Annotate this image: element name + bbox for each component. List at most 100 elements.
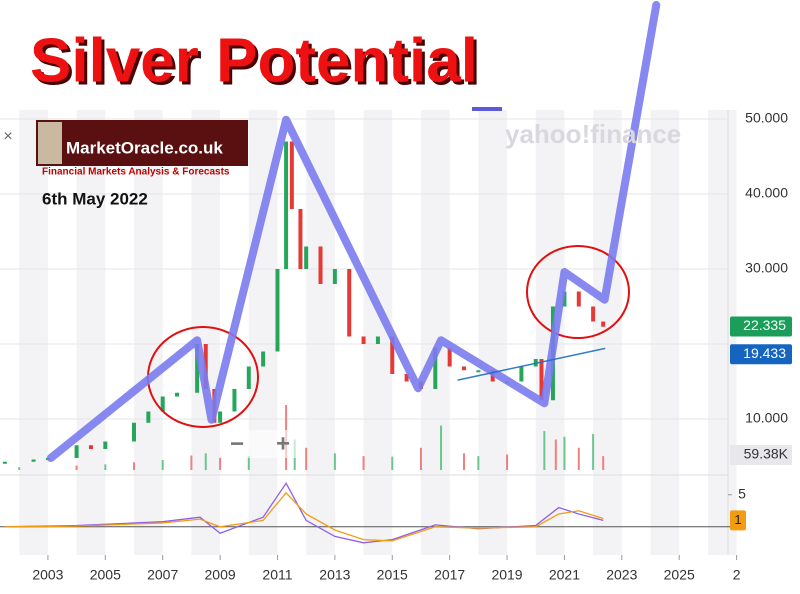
volume-bar: [219, 457, 222, 470]
volume-label: 59.38K: [744, 446, 789, 462]
volume-bar: [463, 453, 466, 470]
chart-title: Silver Potential: [30, 26, 478, 95]
x-tick-label: 2019: [491, 567, 522, 583]
volume-bar: [554, 439, 557, 470]
candle: [519, 366, 524, 382]
x-tick-label: 2015: [377, 567, 408, 583]
drag-handle: [472, 107, 502, 111]
date-note: 6th May 2022: [42, 189, 148, 208]
year-band: [76, 110, 106, 555]
volume-bar: [161, 460, 164, 470]
annotation-line: [46, 1, 661, 462]
year-band: [19, 110, 48, 555]
candle: [347, 269, 352, 337]
candle: [576, 291, 581, 307]
candle: [289, 141, 294, 209]
candle: [375, 336, 380, 344]
candle: [591, 306, 596, 322]
highlight-circle: [526, 245, 630, 339]
x-tick-label: 2007: [147, 567, 178, 583]
candle: [74, 445, 79, 458]
candle: [88, 445, 93, 449]
x-tick-label: 2011: [262, 567, 292, 583]
candle: [298, 209, 303, 269]
candle: [232, 389, 237, 412]
candle: [218, 411, 223, 423]
year-band: [478, 110, 508, 555]
candle: [103, 441, 108, 449]
annotations: [46, 1, 661, 462]
year-band: [191, 110, 221, 555]
y-tick-label: 10.000: [745, 410, 788, 426]
volume-bar: [247, 456, 250, 470]
x-tick-label: 2025: [664, 567, 695, 583]
y-tick-label: 50.000: [745, 110, 788, 126]
candle: [246, 366, 251, 389]
candle: [447, 347, 452, 367]
annotation-line: [457, 347, 606, 381]
candle: [476, 370, 481, 373]
price-badge-label: 22.335: [743, 317, 786, 333]
candle: [562, 291, 567, 307]
year-band: [593, 110, 622, 555]
candle: [304, 246, 309, 269]
volume-bar: [75, 465, 78, 470]
volume-badge: [730, 445, 792, 466]
zoom-in[interactable]: +: [276, 430, 290, 457]
x-tick-label: 2003: [32, 567, 63, 583]
candle: [261, 351, 266, 367]
volume-bar: [362, 456, 365, 470]
indicator-line: [4, 491, 604, 542]
zoom-controls: [222, 430, 302, 458]
year-band: [420, 110, 450, 555]
candle: [539, 359, 544, 401]
volume-bar: [592, 433, 595, 470]
logo-tagline: Financial Markets Analysis & Forecasts: [42, 167, 230, 178]
y-tick-label: 40.000: [745, 185, 788, 201]
volume-bar: [419, 447, 422, 470]
volume-bar: [104, 464, 107, 470]
indicator-badge-label: 1: [734, 512, 741, 527]
x-tick-label: 2021: [549, 567, 580, 583]
candle: [433, 347, 438, 389]
volume-bar: [305, 447, 308, 470]
volume-bar: [333, 453, 336, 470]
volume-bar: [506, 454, 509, 470]
price-badge: [730, 316, 792, 337]
title-shadow: Silver Potential: [33, 29, 481, 98]
x-tick-label: 2017: [434, 567, 465, 583]
close-button[interactable]: ×: [3, 128, 12, 145]
candle: [146, 411, 151, 423]
x-tick-label: 2005: [90, 567, 121, 583]
background: [0, 110, 738, 560]
candle: [31, 459, 36, 462]
volume-bar: [563, 436, 566, 470]
candle: [390, 336, 395, 374]
candle: [318, 246, 323, 284]
volume-bar: [477, 456, 480, 470]
candle: [175, 392, 180, 397]
candle: [361, 336, 366, 344]
watermark: yahoo!finance: [505, 119, 681, 149]
x-tick-label: 2009: [205, 567, 236, 583]
zoom-out[interactable]: −: [230, 430, 244, 457]
indicator-badge: [730, 510, 746, 531]
candle: [275, 269, 280, 352]
volume-bar: [204, 453, 207, 470]
volume-bar: [18, 467, 21, 470]
candle: [132, 422, 137, 442]
x-tick-label: 2013: [319, 567, 350, 583]
indicator-line: [4, 481, 604, 544]
volume-bar: [543, 431, 546, 470]
candle: [195, 344, 200, 393]
logo-text: MarketOracle.co.uk: [66, 138, 223, 157]
logo-icon: [38, 122, 62, 164]
candle: [404, 374, 409, 382]
price-badge-label: 19.433: [743, 345, 786, 361]
candle: [332, 269, 337, 284]
year-band: [134, 110, 163, 555]
candle: [2, 461, 7, 464]
y-tick-label: 30.000: [745, 260, 788, 276]
